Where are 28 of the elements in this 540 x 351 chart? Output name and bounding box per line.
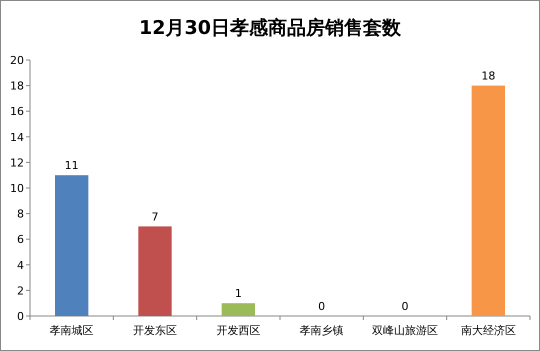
x-tick-label: 双峰山旅游区 <box>372 324 438 337</box>
y-tick-label: 14 <box>10 130 24 144</box>
y-tick-label: 6 <box>17 233 24 246</box>
y-tick-label: 10 <box>10 182 24 195</box>
data-label: 1 <box>234 287 242 300</box>
y-tick-label: 2 <box>17 284 24 298</box>
data-label: 0 <box>402 300 408 313</box>
y-tick-label: 18 <box>10 80 24 93</box>
bar <box>138 226 172 316</box>
x-tick-label: 孝南城区 <box>50 324 94 337</box>
x-tick-label: 开发西区 <box>216 324 260 337</box>
y-tick-label: 20 <box>10 54 24 67</box>
y-tick-label: 0 <box>17 310 24 323</box>
data-label: 18 <box>481 70 496 83</box>
bar <box>222 303 255 316</box>
chart-title: 12月30日孝感商品房销售套数 <box>139 17 402 39</box>
data-label: 11 <box>64 159 79 172</box>
x-tick-label: 南大经济区 <box>460 324 516 337</box>
y-tick-label: 8 <box>17 208 24 221</box>
data-label: 7 <box>152 210 158 224</box>
bar <box>55 175 88 316</box>
y-tick-label: 16 <box>10 105 24 118</box>
y-tick-label: 4 <box>17 258 24 272</box>
x-tick-label: 开发东区 <box>133 324 177 337</box>
bar <box>472 86 505 316</box>
x-tick-label: 孝南乡镇 <box>300 324 344 337</box>
y-tick-label: 12 <box>10 156 24 170</box>
data-label: 0 <box>318 300 326 313</box>
